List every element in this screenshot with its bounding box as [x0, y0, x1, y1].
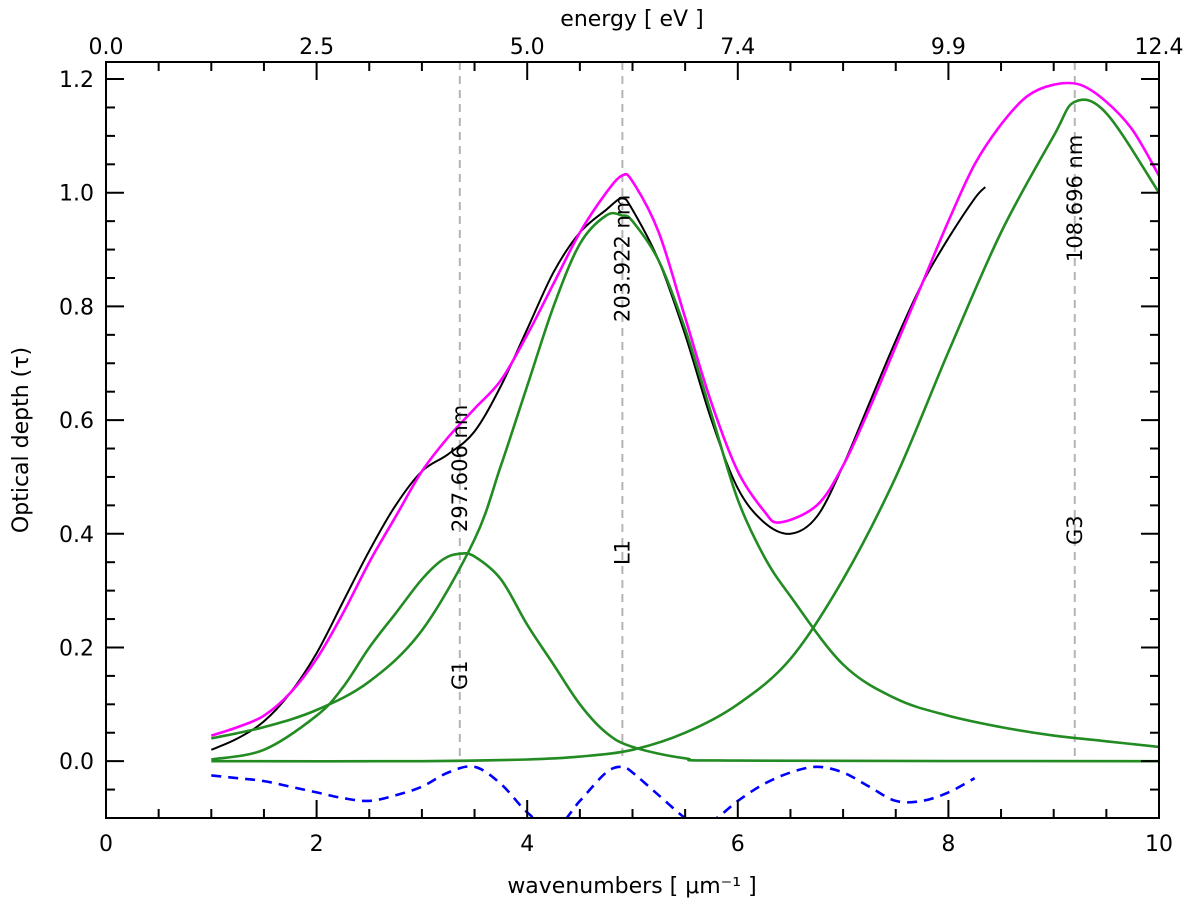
top-axis-tick-label: 0.0 [89, 35, 124, 60]
top-axis-tick-label: 12.4 [1135, 35, 1184, 60]
reference-label-bottom-3: G3 [1063, 515, 1087, 545]
top-axis-title: energy [ eV ] [560, 7, 703, 32]
reference-label-bottom-2: L1 [610, 540, 634, 565]
y-tick-label: 0.2 [59, 636, 94, 661]
x-tick-label: 8 [941, 832, 955, 857]
y-tick-label: 0.0 [59, 750, 94, 775]
top-axis-tick-label: 5.0 [510, 35, 545, 60]
axis-tick-labels: 0 2 4 6 8 10 0.0 2.5 5.0 7.4 9.9 12.4 0.0 0.2 0.4 0.6 0.… [59, 35, 1183, 857]
series-line-3 [211, 551, 1159, 763]
reference-lines [458, 62, 1076, 762]
y-tick-label: 1.2 [59, 68, 94, 93]
series-line-2 [210, 81, 1159, 737]
axis-ticks [105, 62, 1160, 819]
plot-frame [105, 61, 1160, 819]
series-line-6 [211, 765, 976, 818]
x-tick-label: 10 [1145, 832, 1173, 857]
series-line-5 [211, 98, 1159, 763]
series-layer [210, 81, 1159, 818]
x-axis-title: wavenumbers [ μm⁻¹ ] [507, 874, 756, 899]
top-axis-tick-label: 7.4 [720, 35, 755, 60]
reference-label-bottom-1: G1 [448, 660, 472, 690]
x-tick-label: 2 [310, 832, 324, 857]
y-axis-title: Optical depth (τ) [9, 347, 34, 533]
reference-labels: 297.606 nm G1 203.922 nm L1 108.696 nm G3 [448, 135, 1087, 690]
series-line-1 [210, 186, 987, 751]
series-line-4 [211, 211, 1159, 749]
reference-label-top-3: 108.696 nm [1063, 135, 1087, 262]
top-axis-tick-label: 9.9 [931, 35, 966, 60]
y-tick-label: 0.8 [59, 295, 94, 320]
x-tick-label: 6 [731, 832, 745, 857]
x-tick-label: 0 [99, 832, 113, 857]
reference-label-top-2: 203.922 nm [610, 195, 634, 322]
y-tick-label: 0.4 [59, 523, 94, 548]
reference-label-top-1: 297.606 nm [448, 405, 472, 532]
top-axis-tick-label: 2.5 [299, 35, 334, 60]
x-tick-label: 4 [520, 832, 534, 857]
y-tick-label: 1.0 [59, 182, 94, 207]
y-tick-label: 0.6 [59, 409, 94, 434]
